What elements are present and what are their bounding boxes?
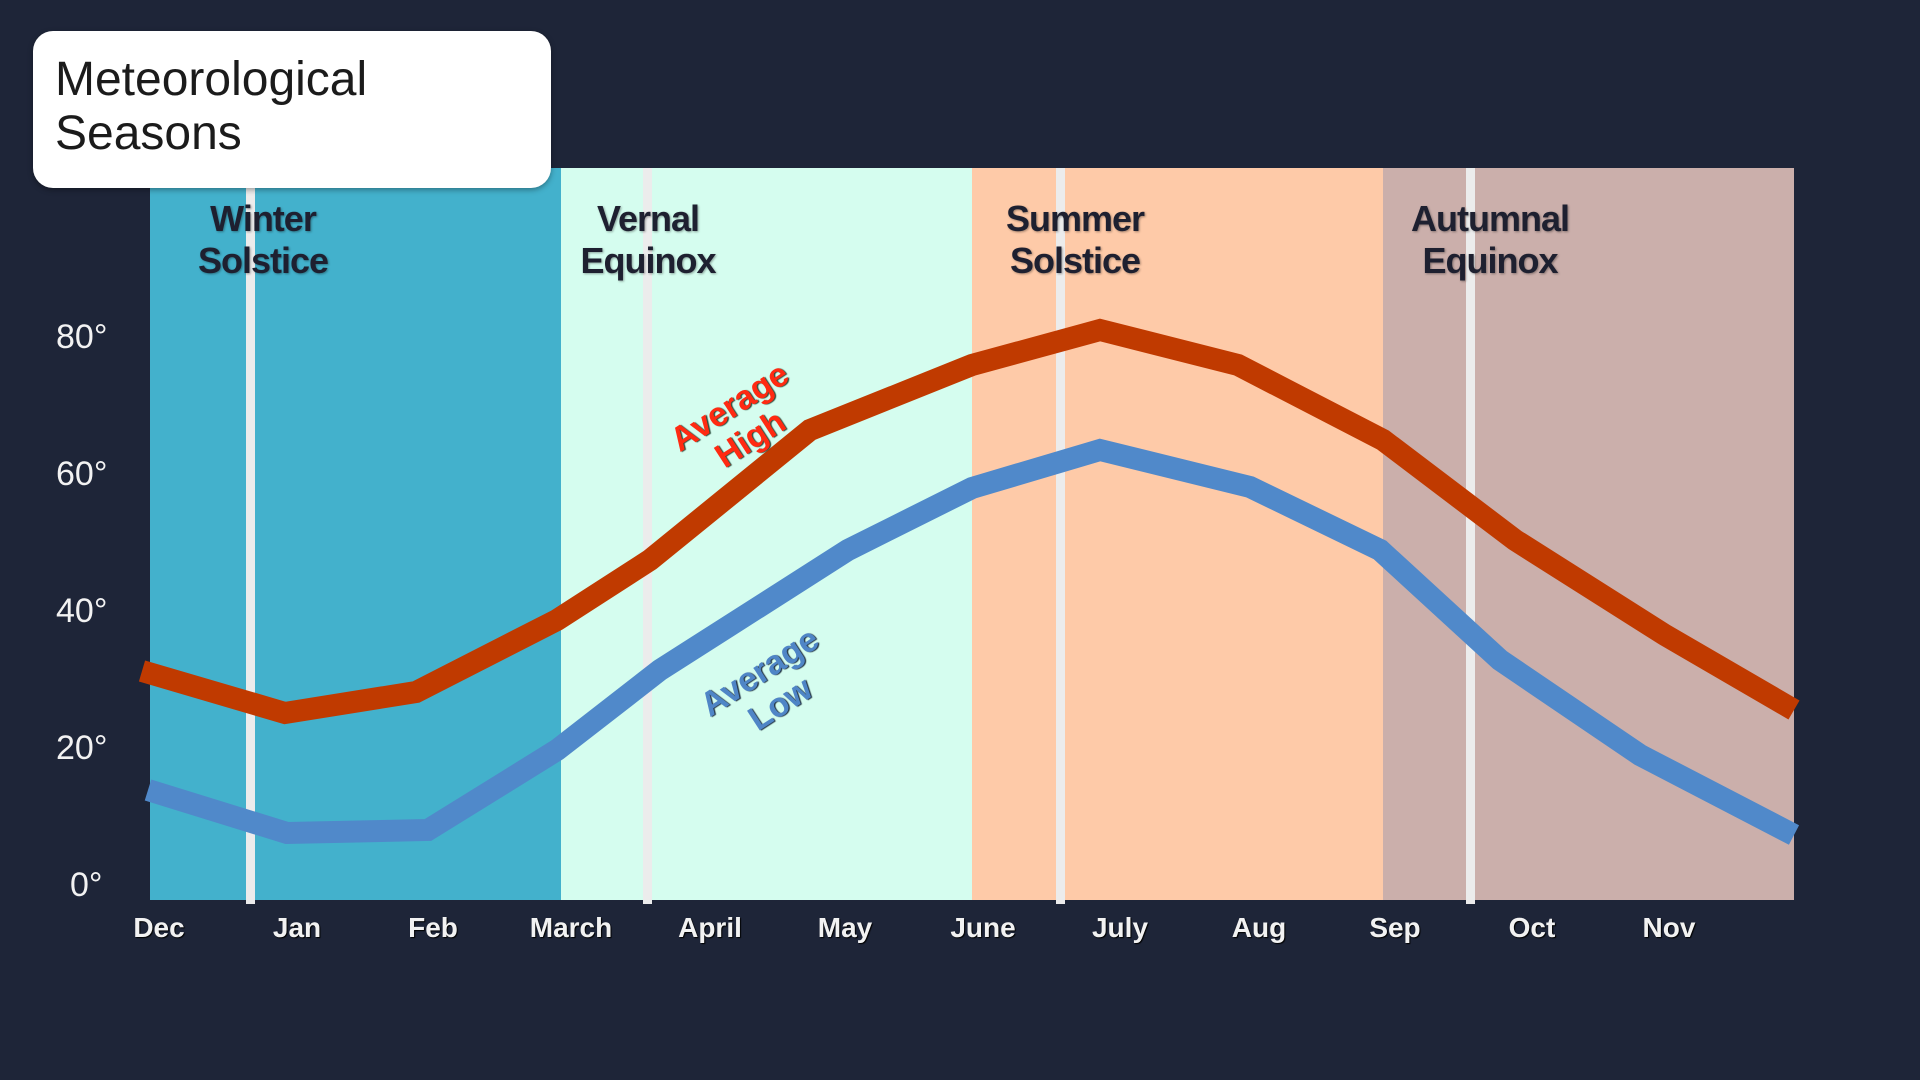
- event-summer-solstice: Summer Solstice: [955, 198, 1195, 282]
- x-tick-aug: Aug: [1231, 912, 1287, 943]
- x-tick-feb: Feb: [408, 912, 458, 943]
- event-label-line: Equinox: [1422, 240, 1559, 281]
- event-label-line: Autumnal: [1411, 198, 1570, 239]
- event-label-line: Equinox: [580, 240, 717, 281]
- x-tick-march: March: [529, 912, 613, 943]
- x-tick-nov: Nov: [1642, 912, 1696, 943]
- line-average-high: [138, 318, 1800, 725]
- title-line-2: Seasons: [55, 107, 242, 160]
- event-label-line: Solstice: [1009, 240, 1141, 281]
- marker-autumnal-equinox: [1466, 168, 1475, 904]
- marker-winter-solstice: [246, 168, 255, 904]
- event-label-line: Summer: [1005, 198, 1145, 239]
- band-summer: [972, 168, 1383, 900]
- marker-summer-solstice: [1056, 168, 1065, 904]
- event-label-line: Vernal: [596, 198, 700, 239]
- x-tick-dec: Dec: [133, 912, 185, 943]
- y-tick-80: 80°: [56, 318, 108, 356]
- marker-vernal-equinox: [643, 168, 652, 904]
- x-tick-june: June: [950, 912, 1016, 943]
- event-winter-solstice: Winter Solstice: [143, 198, 383, 282]
- x-tick-jan: Jan: [272, 912, 322, 943]
- event-label-line: Solstice: [197, 240, 329, 281]
- x-tick-april: April: [678, 912, 742, 943]
- y-tick-60: 60°: [56, 455, 108, 493]
- y-tick-20: 20°: [56, 729, 108, 767]
- event-label-line: Winter: [210, 198, 317, 239]
- x-tick-oct: Oct: [1508, 912, 1556, 943]
- y-tick-40: 40°: [56, 592, 108, 630]
- x-tick-sep: Sep: [1369, 912, 1421, 943]
- line-average-low: [144, 438, 1800, 845]
- y-tick-0: 0°: [70, 866, 103, 904]
- event-vernal-equinox: Vernal Equinox: [528, 198, 768, 282]
- x-tick-july: July: [1091, 912, 1149, 943]
- band-autumn: [1383, 168, 1794, 900]
- x-tick-may: May: [817, 912, 873, 943]
- event-autumnal-equinox: Autumnal Equinox: [1370, 198, 1610, 282]
- title-line-1: Meteorological: [55, 53, 368, 106]
- title-card: Meteorological Seasons: [33, 31, 551, 188]
